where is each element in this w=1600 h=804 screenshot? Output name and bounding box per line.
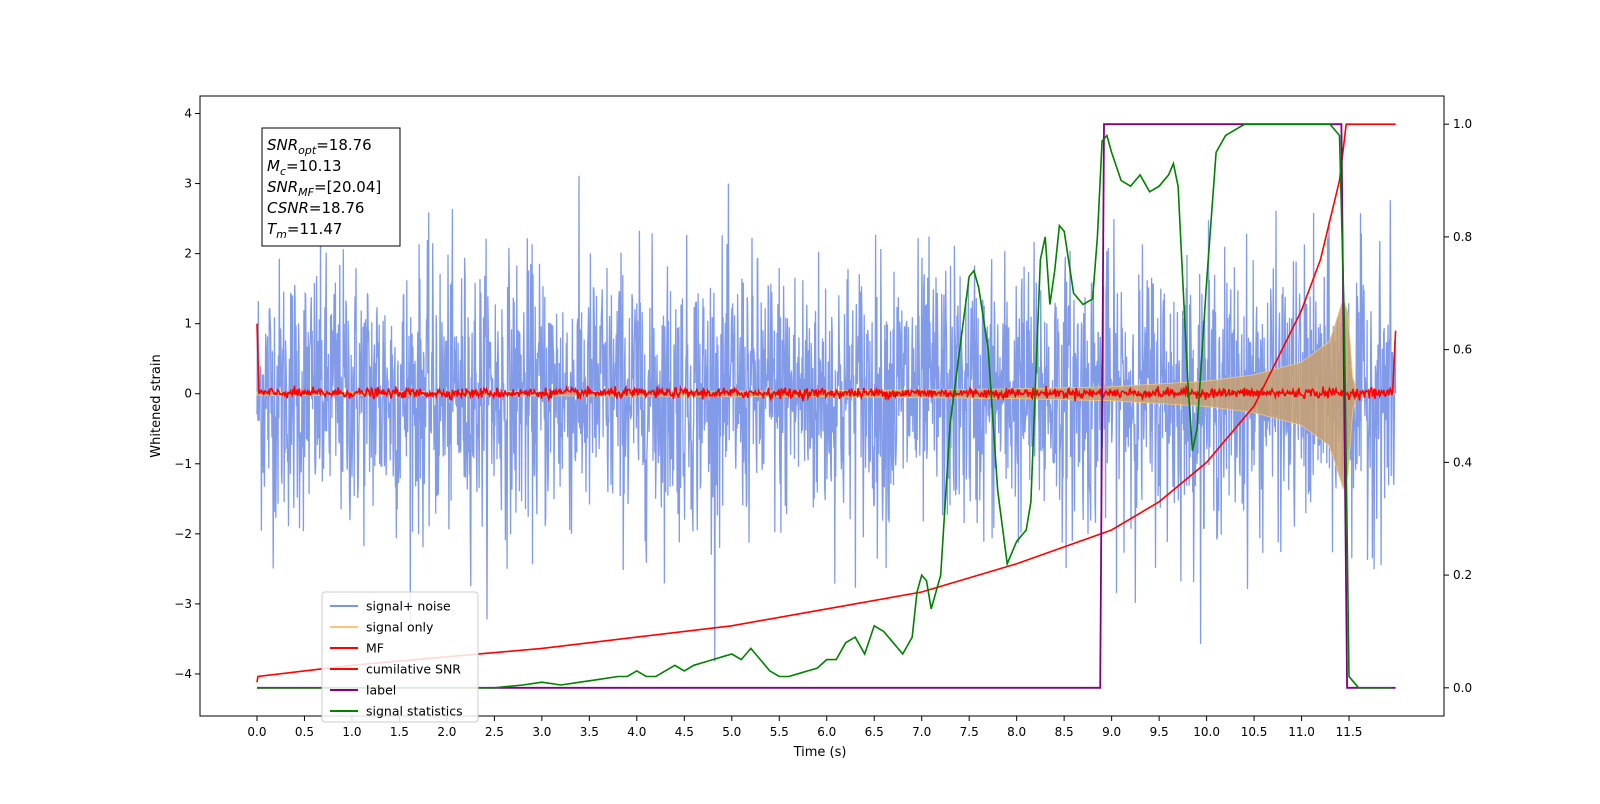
y-right-tick-label: 0.2 [1453, 568, 1472, 582]
x-tick-label: 1.0 [342, 725, 361, 739]
x-tick-label: 0.5 [295, 725, 314, 739]
x-axis-label: Time (s) [793, 745, 847, 760]
y-left-tick-label: 1 [184, 317, 192, 331]
series-layer [256, 123, 1397, 689]
annotation-symbol: T [267, 220, 278, 238]
y-right-tick-label: 0.6 [1453, 343, 1472, 357]
x-tick-label: 1.5 [390, 725, 409, 739]
x-tick-label: 6.5 [865, 725, 884, 739]
annotation-frame [261, 127, 401, 247]
annotation-symbol: SNR [267, 136, 298, 154]
y-left-tick-label: −3 [174, 597, 192, 611]
x-tick-label: 3.0 [532, 725, 551, 739]
y-axis-label: Whitened strain [149, 354, 164, 457]
y-right-tick-label: 1.0 [1453, 117, 1472, 131]
annotation-value: =18.76 [309, 199, 365, 217]
y-left-tick-label: 3 [184, 177, 192, 191]
legend-label: MF [366, 641, 384, 656]
x-tick-label: 2.0 [437, 725, 456, 739]
stats-annotation-box: SNRopt=18.76Mc=10.13SNRMF=[20.04]CSNR=18… [261, 127, 401, 247]
plot-frame [199, 95, 1445, 717]
y-right-tick-label: 0.0 [1453, 681, 1472, 695]
x-tick-label: 11.0 [1288, 725, 1315, 739]
x-axis: 0.0 0.5 1.0 1.5 2.0 2.5 3.0 3.5 4.0 4.5 5.0 5.5 6.0 6… [247, 716, 1362, 739]
annotation-value: =10.13 [286, 157, 342, 175]
y-left-tick-label: 2 [184, 247, 192, 261]
annotation-line: SNRopt=18.76 [267, 136, 372, 157]
x-tick-label: 4.0 [627, 725, 646, 739]
x-tick-label: 2.5 [485, 725, 504, 739]
annotation-line: Tm=11.47 [267, 220, 342, 241]
x-tick-label: 9.5 [1150, 725, 1169, 739]
legend-frame [321, 591, 479, 723]
y-left-tick-label: 0 [184, 387, 192, 401]
annotation-value: =[20.04] [314, 178, 381, 196]
annotation-subscript: m [276, 228, 287, 241]
y-axis-right: 0.0 0.2 0.4 0.6 0.8 1.0 [1444, 117, 1472, 695]
x-tick-label: 0.0 [247, 725, 266, 739]
annotation-subscript: MF [298, 186, 314, 199]
annotation-line: Mc=10.13 [267, 157, 342, 178]
series-signal-noise [256, 175, 1397, 662]
annotation-line: CSNR=18.76 [267, 199, 364, 217]
legend: signal+ noise signal only MF cumilative SNR… [321, 591, 479, 723]
y-left-tick-label: 4 [184, 107, 192, 121]
series-signal-statistics [257, 123, 1392, 689]
series-cumulative-snr [256, 123, 1396, 683]
annotation-symbol: CSNR [267, 199, 309, 217]
legend-label: cumilative SNR [366, 662, 461, 677]
x-tick-label: 8.5 [1055, 725, 1074, 739]
annotation-symbol: SNR [267, 178, 298, 196]
x-tick-label: 6.0 [817, 725, 836, 739]
x-tick-label: 3.5 [580, 725, 599, 739]
x-tick-label: 8.0 [1007, 725, 1026, 739]
x-tick-label: 7.5 [960, 725, 979, 739]
x-tick-label: 10.0 [1193, 725, 1220, 739]
legend-label: signal only [366, 620, 434, 635]
y-right-tick-label: 0.8 [1453, 230, 1472, 244]
annotation-subscript: c [280, 165, 286, 178]
y-right-tick-label: 0.4 [1453, 455, 1472, 469]
y-left-tick-label: −1 [174, 457, 192, 471]
legend-label: signal statistics [366, 704, 463, 719]
x-tick-label: 7.0 [912, 725, 931, 739]
y-left-tick-label: −4 [174, 667, 192, 681]
x-tick-label: 5.5 [770, 725, 789, 739]
annotation-symbol: M [267, 157, 280, 175]
annotation-subscript: opt [298, 144, 317, 157]
annotation-value: =11.47 [287, 220, 343, 238]
x-tick-label: 9.0 [1102, 725, 1121, 739]
legend-label: signal+ noise [366, 599, 451, 614]
y-axis-left: −4 −3 −2 −1 0 1 2 3 4 [174, 107, 200, 681]
x-tick-label: 4.5 [675, 725, 694, 739]
x-tick-label: 5.0 [722, 725, 741, 739]
x-tick-label: 11.5 [1336, 725, 1363, 739]
x-tick-label: 10.5 [1241, 725, 1268, 739]
annotation-line: SNRMF=[20.04] [267, 178, 381, 199]
annotation-value: =18.76 [316, 136, 372, 154]
y-left-tick-label: −2 [174, 527, 192, 541]
legend-label: label [366, 683, 396, 698]
series-label [257, 123, 1396, 689]
series-mf [256, 323, 1397, 403]
